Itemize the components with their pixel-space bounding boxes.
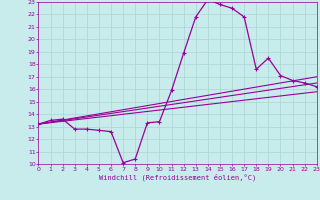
X-axis label: Windchill (Refroidissement éolien,°C): Windchill (Refroidissement éolien,°C) [99,173,256,181]
